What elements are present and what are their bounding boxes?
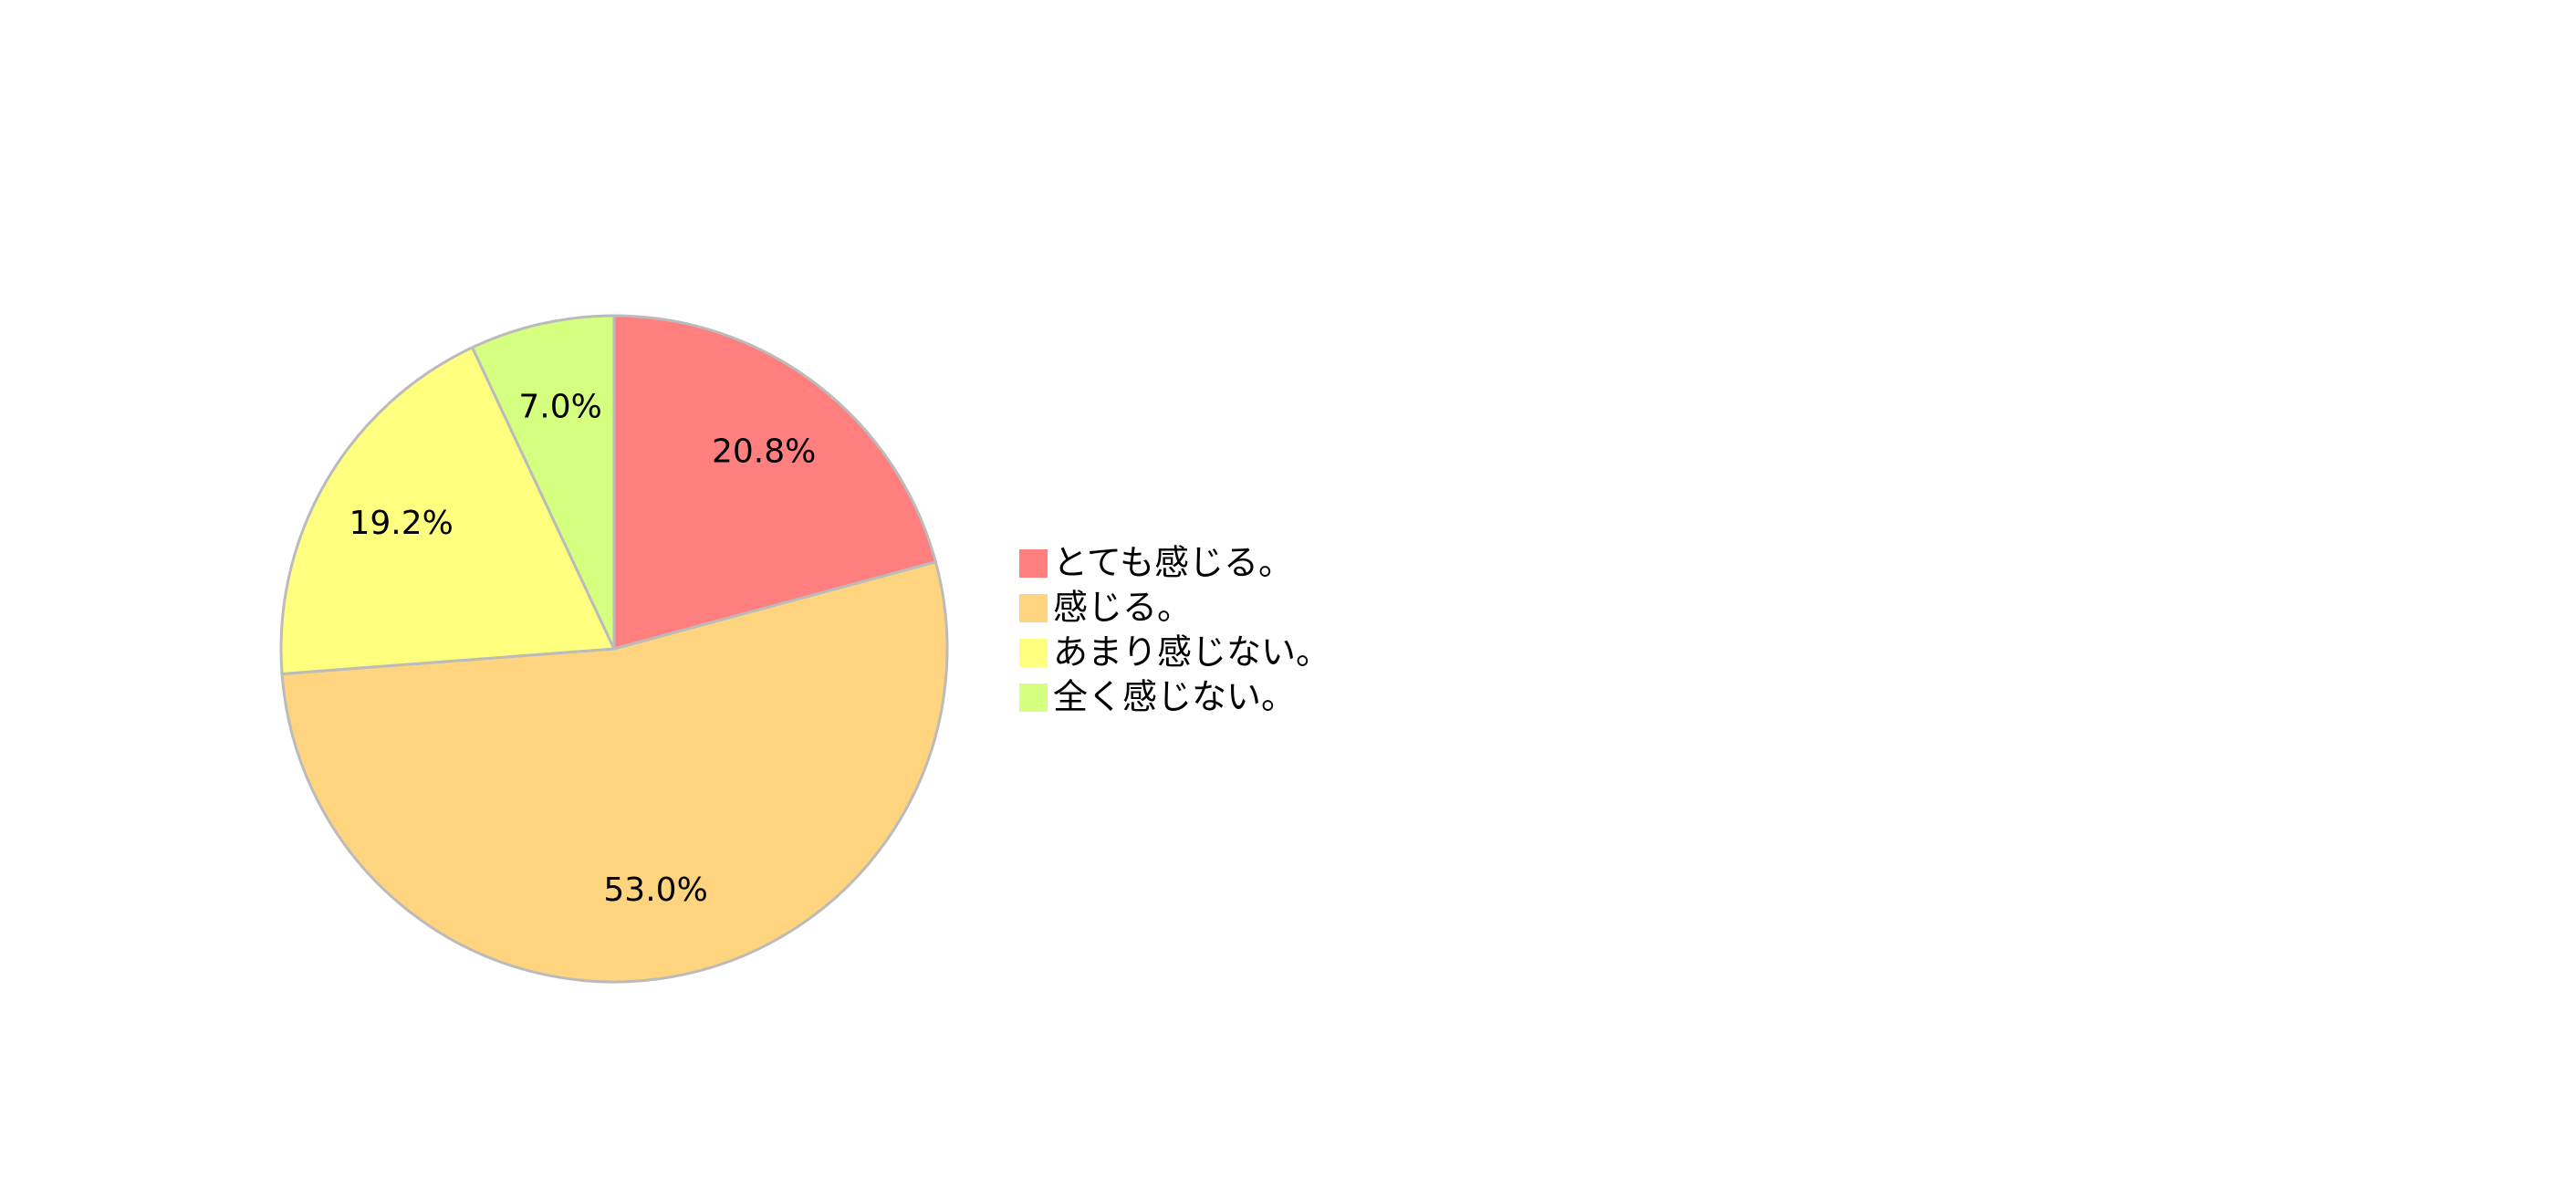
data-label: 20.8% bbox=[712, 433, 816, 471]
legend-label: 全く感じない。 bbox=[1053, 677, 1296, 717]
pie-slice bbox=[470, 314, 616, 650]
legend-swatch bbox=[1019, 639, 1048, 667]
legend-swatch bbox=[1019, 683, 1048, 712]
legend-label: あまり感じない。 bbox=[1053, 632, 1330, 673]
legend-label: とても感じる。 bbox=[1053, 543, 1293, 583]
legend-swatch bbox=[1019, 549, 1048, 578]
data-label: 7.0% bbox=[518, 388, 601, 425]
data-label: 53.0% bbox=[603, 871, 707, 909]
pie-slice bbox=[612, 314, 938, 651]
pie-slice bbox=[279, 345, 617, 676]
legend-swatch bbox=[1019, 594, 1048, 622]
pie-slice bbox=[280, 559, 949, 984]
data-label: 19.2% bbox=[349, 505, 453, 542]
legend-label: 感じる。 bbox=[1053, 588, 1192, 628]
